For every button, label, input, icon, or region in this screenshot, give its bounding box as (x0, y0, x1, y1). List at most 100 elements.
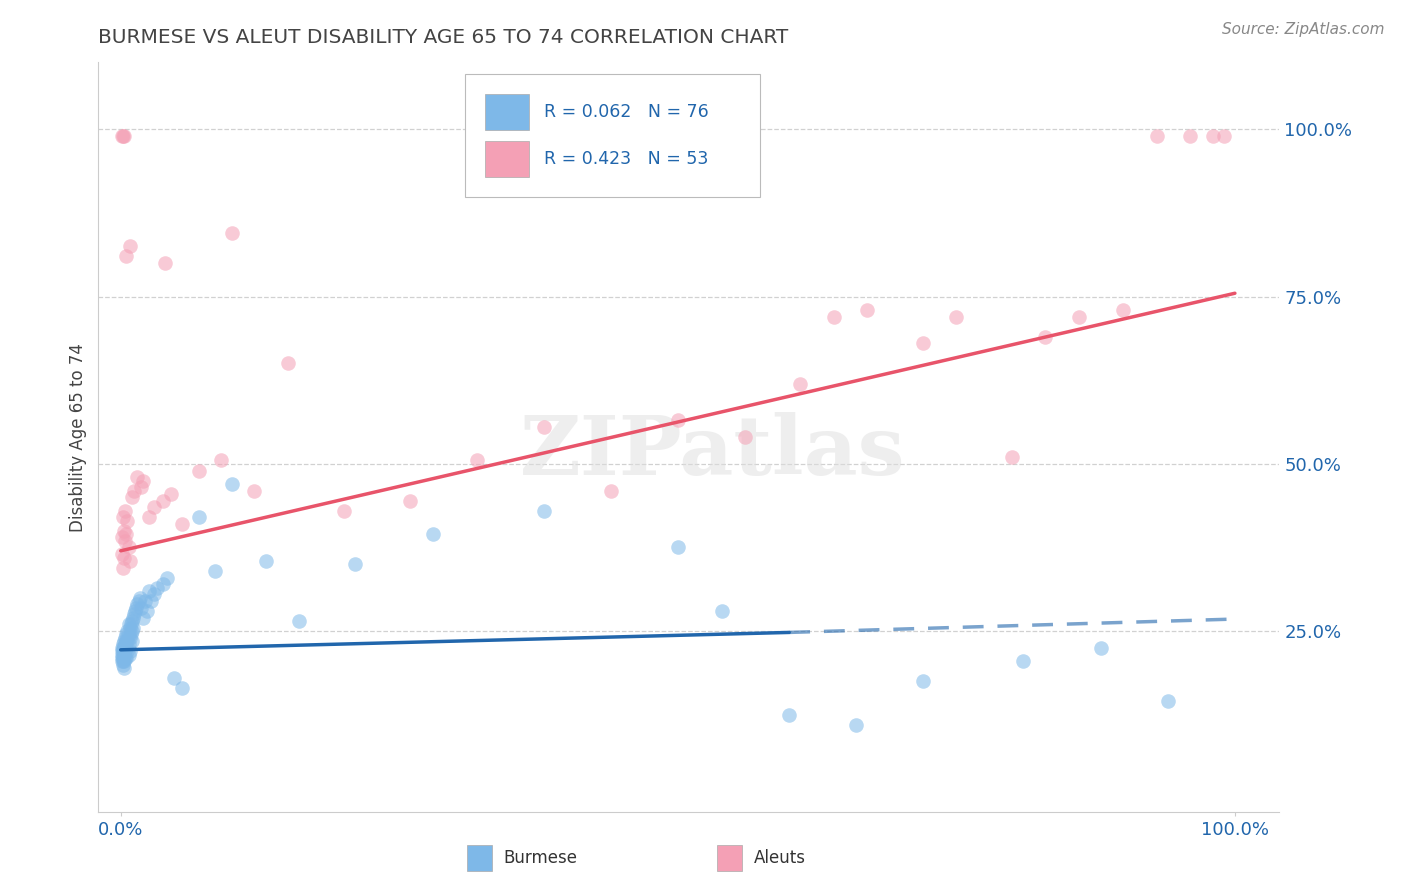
Point (221, 476, 243, 491)
Text: Source: ZipAtlas.com: Source: ZipAtlas.com (1222, 22, 1385, 37)
Point (288, 614, 311, 628)
Point (111, 547, 134, 561)
Point (132, 611, 155, 625)
Point (124, 604, 146, 618)
Point (143, 500, 166, 515)
Text: Aleuts: Aleuts (754, 849, 806, 867)
Point (1180, 129, 1202, 144)
Point (112, 654, 135, 668)
Point (111, 510, 134, 524)
Point (1067, 310, 1090, 324)
Point (134, 594, 156, 608)
Point (170, 517, 193, 532)
Point (112, 661, 135, 675)
Point (111, 644, 134, 658)
Point (187, 464, 209, 478)
Point (1201, 129, 1223, 144)
Point (111, 129, 134, 144)
Point (533, 503, 555, 517)
Point (111, 651, 134, 665)
Point (118, 621, 141, 635)
Point (136, 604, 159, 618)
Bar (485, 94, 530, 130)
Point (129, 480, 152, 494)
Point (170, 681, 193, 695)
Point (118, 239, 141, 253)
Point (945, 310, 967, 324)
Point (666, 413, 689, 427)
Text: R = 0.423   N = 53: R = 0.423 N = 53 (544, 150, 709, 168)
Text: BURMESE VS ALEUT DISABILITY AGE 65 TO 74 CORRELATION CHART: BURMESE VS ALEUT DISABILITY AGE 65 TO 74… (98, 28, 789, 47)
Point (111, 637, 134, 651)
Point (121, 634, 143, 648)
Point (152, 577, 174, 591)
Point (114, 651, 136, 665)
Point (112, 524, 135, 538)
Point (117, 637, 139, 651)
Point (121, 614, 143, 628)
Point (117, 541, 139, 555)
Point (156, 571, 179, 585)
Point (117, 617, 139, 632)
Point (112, 640, 135, 655)
Point (111, 640, 134, 655)
Point (254, 554, 277, 568)
Point (115, 527, 138, 541)
Point (122, 607, 145, 622)
Point (115, 640, 138, 655)
Point (823, 310, 845, 324)
Point (209, 453, 232, 467)
Point (160, 487, 183, 501)
Point (117, 634, 139, 648)
Point (399, 493, 422, 508)
Point (111, 644, 134, 658)
Point (1212, 129, 1234, 144)
Point (465, 453, 488, 467)
Point (111, 640, 134, 655)
Point (122, 611, 145, 625)
Point (111, 648, 134, 662)
Point (120, 617, 142, 632)
Point (121, 491, 143, 505)
Point (1035, 330, 1057, 344)
Point (139, 594, 162, 608)
Point (111, 654, 134, 668)
Point (155, 256, 177, 270)
Point (122, 621, 145, 635)
Point (600, 483, 623, 498)
Point (117, 514, 139, 528)
Text: ZIPatlas: ZIPatlas (520, 412, 905, 492)
Point (204, 564, 226, 578)
Point (127, 470, 149, 484)
Point (143, 587, 166, 601)
Point (163, 671, 186, 685)
Point (129, 600, 152, 615)
Point (125, 600, 148, 615)
Point (111, 654, 134, 668)
Point (114, 503, 136, 517)
Point (789, 376, 811, 391)
Point (122, 483, 145, 498)
Point (243, 483, 266, 498)
Point (911, 336, 934, 351)
Point (845, 717, 868, 731)
Point (118, 631, 141, 645)
Text: Burmese: Burmese (503, 849, 578, 867)
Point (128, 591, 150, 605)
Point (111, 530, 134, 544)
Point (117, 627, 139, 641)
Point (132, 474, 155, 488)
Point (127, 598, 149, 612)
Point (117, 644, 139, 658)
Point (118, 644, 141, 658)
Point (1146, 129, 1168, 144)
FancyBboxPatch shape (464, 74, 759, 197)
Point (115, 627, 138, 641)
Point (911, 674, 934, 689)
Point (117, 624, 139, 639)
Point (111, 129, 134, 144)
Point (138, 510, 160, 524)
Bar (485, 141, 530, 178)
Point (152, 493, 174, 508)
Point (332, 503, 354, 517)
